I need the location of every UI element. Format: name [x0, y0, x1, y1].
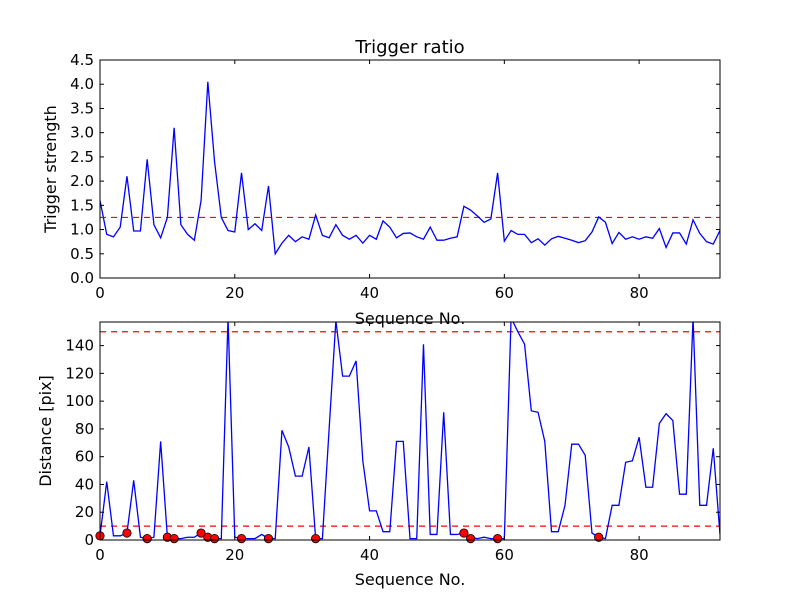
bottom-x-tick-label: 60: [495, 546, 514, 564]
top-y-tick-label: 0.5: [70, 245, 94, 263]
bottom-chart: Sequence No. Distance [pix] 0 20 40 60 80 0 20…: [36, 321, 721, 589]
top-y-tick-label: 4.5: [70, 51, 94, 69]
top-y-tick-label: 4.0: [70, 75, 94, 93]
bottom-y-tick-label: 80: [75, 420, 94, 438]
top-chart: Trigger ratio Sequence No. Trigger stren…: [41, 37, 721, 328]
top-x-tick-label: 20: [225, 284, 244, 302]
top-chart-title: Trigger ratio: [354, 37, 464, 58]
bottom-chart-xlabel: Sequence No.: [355, 570, 466, 589]
top-chart-ylabel: Trigger strength: [41, 105, 60, 234]
bottom-plot-area: [100, 322, 720, 540]
top-y-tick-label: 3.5: [70, 99, 94, 117]
bottom-y-tick-label: 0: [84, 531, 94, 549]
bottom-trigger-point: [459, 528, 469, 538]
top-x-tick-label: 40: [360, 284, 379, 302]
top-plot-area: [100, 81, 720, 256]
top-series-line: [100, 81, 720, 256]
top-y-tick-label: 1.5: [70, 196, 94, 214]
top-x-tick-label: 80: [630, 284, 649, 302]
top-y-tick-label: 3.0: [70, 124, 94, 142]
bottom-x-tick-label: 20: [225, 546, 244, 564]
bottom-trigger-point: [493, 534, 503, 544]
bottom-trigger-point: [236, 534, 247, 544]
top-y-tick-label: 2.0: [70, 172, 94, 190]
bottom-axes-frame: [99, 321, 721, 541]
bottom-y-tick-label: 140: [65, 337, 94, 355]
top-x-tick-label: 60: [495, 284, 514, 302]
bottom-x-tick-label: 0: [95, 546, 105, 564]
bottom-trigger-point: [311, 534, 321, 544]
bottom-trigger-point: [466, 534, 476, 544]
bottom-y-tick-label: 40: [75, 475, 94, 493]
top-axes-frame: [99, 59, 721, 279]
bottom-chart-ylabel: Distance [pix]: [36, 375, 55, 487]
bottom-y-tick-label: 20: [75, 503, 94, 521]
bottom-trigger-point: [209, 534, 220, 544]
top-chart-xlabel: Sequence No.: [355, 309, 466, 328]
bottom-series-line: [100, 322, 720, 540]
bottom-trigger-point: [122, 528, 132, 538]
bottom-x-tick-label: 40: [360, 546, 379, 564]
top-y-tick-label: 2.5: [70, 148, 94, 166]
bottom-y-tick-label: 120: [65, 364, 94, 382]
bottom-trigger-point: [594, 532, 604, 542]
bottom-trigger-point: [169, 534, 179, 544]
bottom-trigger-point: [196, 528, 206, 538]
bottom-trigger-point: [263, 534, 274, 544]
bottom-x-tick-label: 80: [630, 546, 649, 564]
bottom-y-tick-label: 60: [75, 448, 94, 466]
bottom-trigger-point: [142, 534, 152, 544]
top-y-tick-label: 1.0: [70, 221, 94, 239]
bottom-y-tick-label: 100: [65, 392, 94, 410]
top-x-tick-label: 0: [95, 284, 105, 302]
top-y-tick-label: 0.0: [70, 269, 94, 287]
